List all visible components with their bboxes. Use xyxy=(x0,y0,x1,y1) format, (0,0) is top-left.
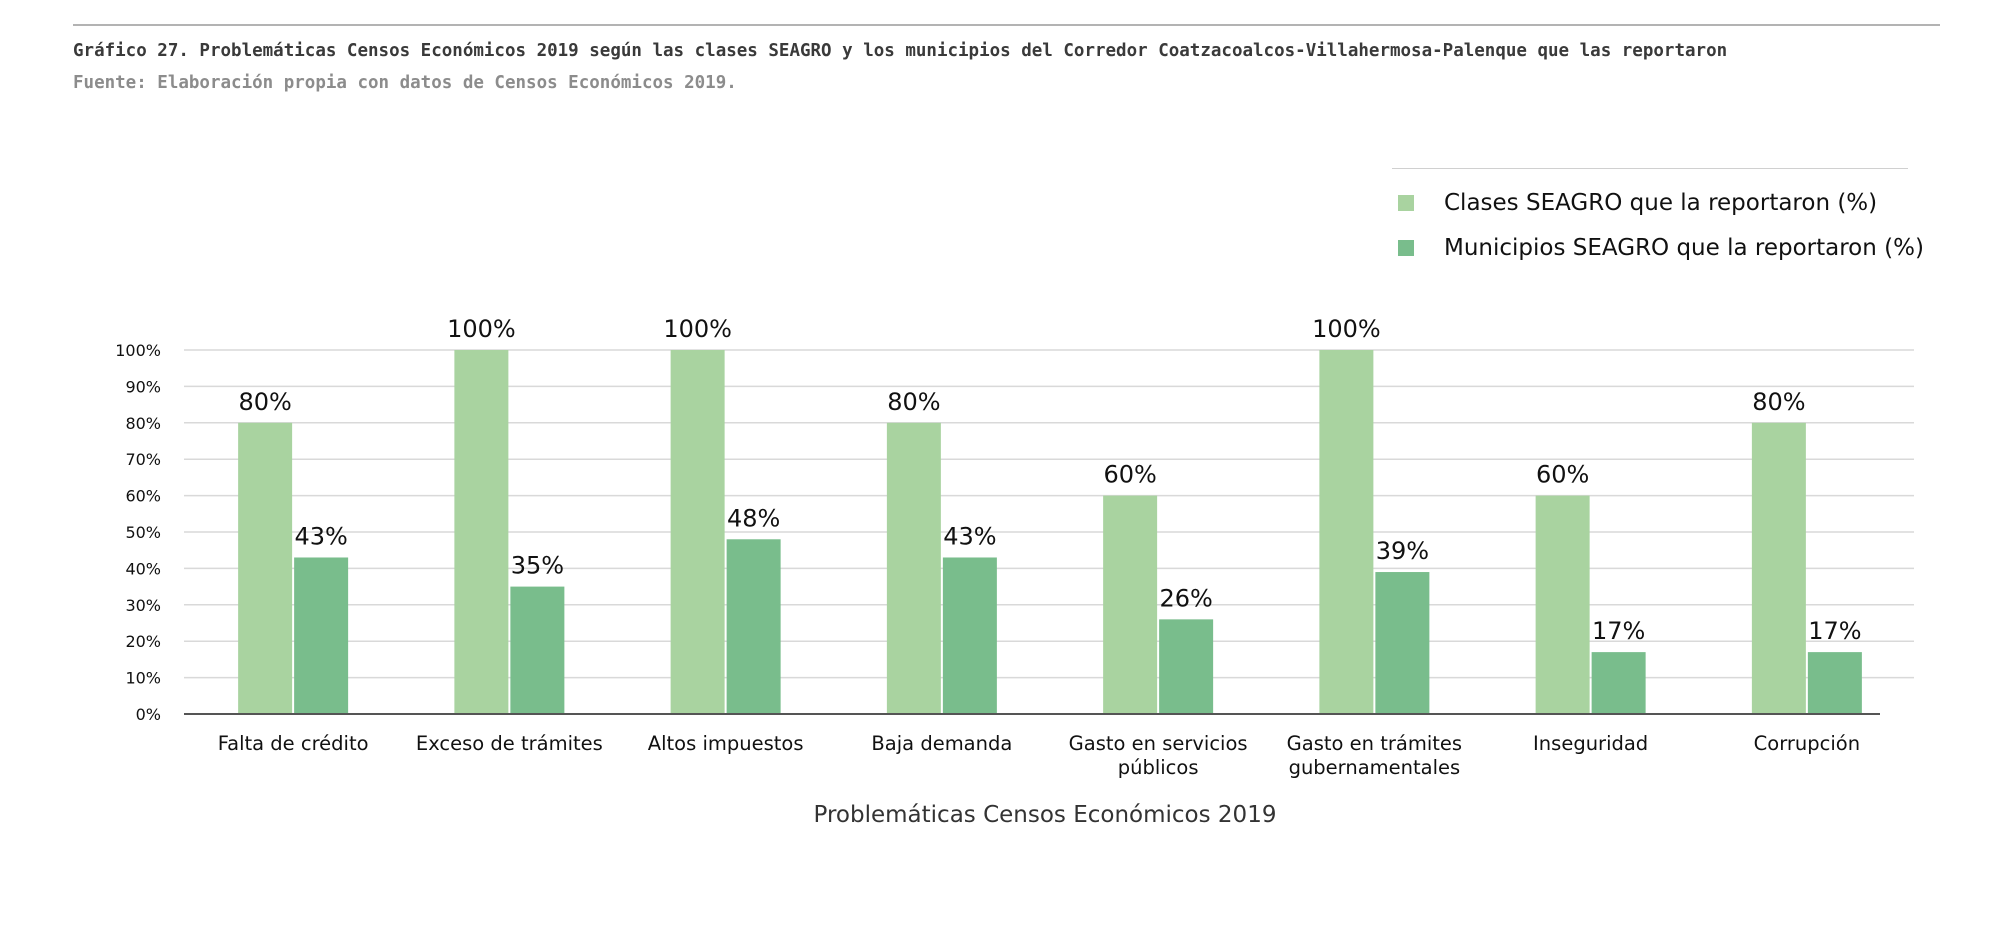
bar xyxy=(454,350,509,714)
bar xyxy=(942,557,997,714)
y-tick-label: 60% xyxy=(125,487,161,506)
bar xyxy=(1751,422,1806,714)
legend-swatch-classes xyxy=(1398,194,1414,211)
bar xyxy=(1159,619,1214,714)
bar xyxy=(670,350,725,714)
y-tick-label: 10% xyxy=(125,669,161,688)
bar xyxy=(726,539,781,714)
figure-caption: Gráfico 27. Problemáticas Censos Económi… xyxy=(73,41,1728,61)
legend-rule xyxy=(1392,168,1908,169)
data-label: 35% xyxy=(511,552,564,580)
x-tick-label: públicos xyxy=(1118,756,1199,779)
data-label: 48% xyxy=(727,504,780,532)
legend-swatch-municipalities xyxy=(1398,239,1414,256)
figure-source: Fuente: Elaboración propia con datos de … xyxy=(73,73,737,93)
data-label: 17% xyxy=(1592,617,1645,645)
data-label: 80% xyxy=(1752,388,1805,416)
data-label: 100% xyxy=(1312,315,1381,343)
data-label: 80% xyxy=(887,388,940,416)
y-tick-label: 90% xyxy=(125,377,161,396)
data-label: 100% xyxy=(447,315,516,343)
y-tick-label: 30% xyxy=(125,596,161,615)
x-tick-label: gubernamentales xyxy=(1289,756,1461,779)
y-tick-label: 20% xyxy=(125,632,161,651)
legend-item-classes: Clases SEAGRO que la reportaron (%) xyxy=(1398,180,1924,225)
bar xyxy=(1375,572,1430,714)
bar xyxy=(1591,652,1646,714)
data-label: 60% xyxy=(1103,461,1156,489)
y-tick-label: 70% xyxy=(125,450,161,469)
legend-label-municipalities: Municipios SEAGRO que la reportaron (%) xyxy=(1444,234,1924,261)
data-label: 43% xyxy=(294,522,347,550)
bar xyxy=(1535,495,1590,714)
x-axis-title: Problemáticas Censos Económicos 2019 xyxy=(814,802,1277,828)
x-tick-label: Inseguridad xyxy=(1533,732,1648,755)
bar xyxy=(238,422,293,714)
y-tick-label: 50% xyxy=(125,523,161,542)
data-label: 17% xyxy=(1808,617,1861,645)
y-tick-label: 80% xyxy=(125,414,161,433)
bar xyxy=(1103,495,1158,714)
data-label: 39% xyxy=(1376,537,1429,565)
x-tick-label: Falta de crédito xyxy=(218,732,369,755)
x-tick-label: Corrupción xyxy=(1754,732,1860,755)
y-tick-label: 40% xyxy=(125,559,161,578)
bar xyxy=(510,586,565,714)
data-label: 26% xyxy=(1159,584,1212,612)
top-rule xyxy=(73,24,1940,26)
x-tick-label: Exceso de trámites xyxy=(416,732,603,755)
data-label: 80% xyxy=(238,388,291,416)
legend-label-classes: Clases SEAGRO que la reportaron (%) xyxy=(1444,189,1878,216)
data-label: 43% xyxy=(943,522,996,550)
bar xyxy=(294,557,349,714)
x-tick-label: Altos impuestos xyxy=(648,732,804,755)
chart-legend: Clases SEAGRO que la reportaron (%) Muni… xyxy=(1398,180,1924,270)
bar xyxy=(886,422,941,714)
bar xyxy=(1807,652,1862,714)
y-tick-label: 100% xyxy=(115,341,161,360)
x-tick-label: Baja demanda xyxy=(871,732,1012,755)
data-label: 100% xyxy=(663,315,732,343)
x-tick-label: Gasto en trámites xyxy=(1287,732,1462,755)
bar xyxy=(1319,350,1374,714)
x-tick-label: Gasto en servicios xyxy=(1069,732,1248,755)
data-label: 60% xyxy=(1536,461,1589,489)
y-tick-label: 0% xyxy=(136,705,161,724)
legend-item-municipalities: Municipios SEAGRO que la reportaron (%) xyxy=(1398,225,1924,270)
